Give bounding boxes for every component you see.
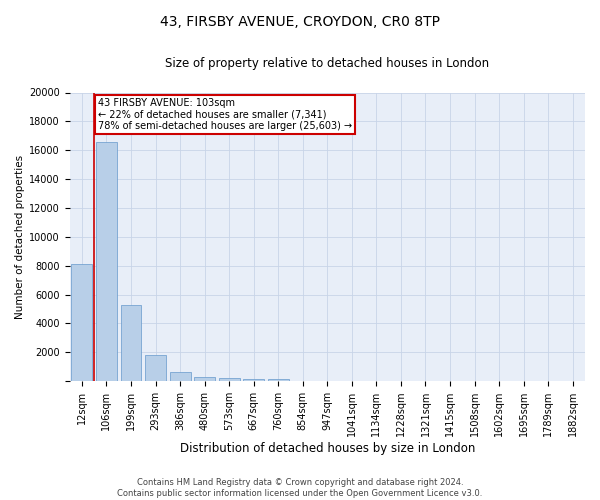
Text: Contains HM Land Registry data © Crown copyright and database right 2024.
Contai: Contains HM Land Registry data © Crown c… <box>118 478 482 498</box>
Bar <box>71 264 92 381</box>
Bar <box>121 304 142 381</box>
Bar <box>219 378 239 381</box>
X-axis label: Distribution of detached houses by size in London: Distribution of detached houses by size … <box>179 442 475 455</box>
Bar <box>145 355 166 381</box>
Y-axis label: Number of detached properties: Number of detached properties <box>15 155 25 319</box>
Bar <box>96 142 117 381</box>
Bar <box>170 372 191 381</box>
Bar <box>268 380 289 381</box>
Bar <box>194 376 215 381</box>
Title: Size of property relative to detached houses in London: Size of property relative to detached ho… <box>165 58 490 70</box>
Text: 43 FIRSBY AVENUE: 103sqm
← 22% of detached houses are smaller (7,341)
78% of sem: 43 FIRSBY AVENUE: 103sqm ← 22% of detach… <box>98 98 352 132</box>
Text: 43, FIRSBY AVENUE, CROYDON, CR0 8TP: 43, FIRSBY AVENUE, CROYDON, CR0 8TP <box>160 15 440 29</box>
Bar <box>243 379 264 381</box>
